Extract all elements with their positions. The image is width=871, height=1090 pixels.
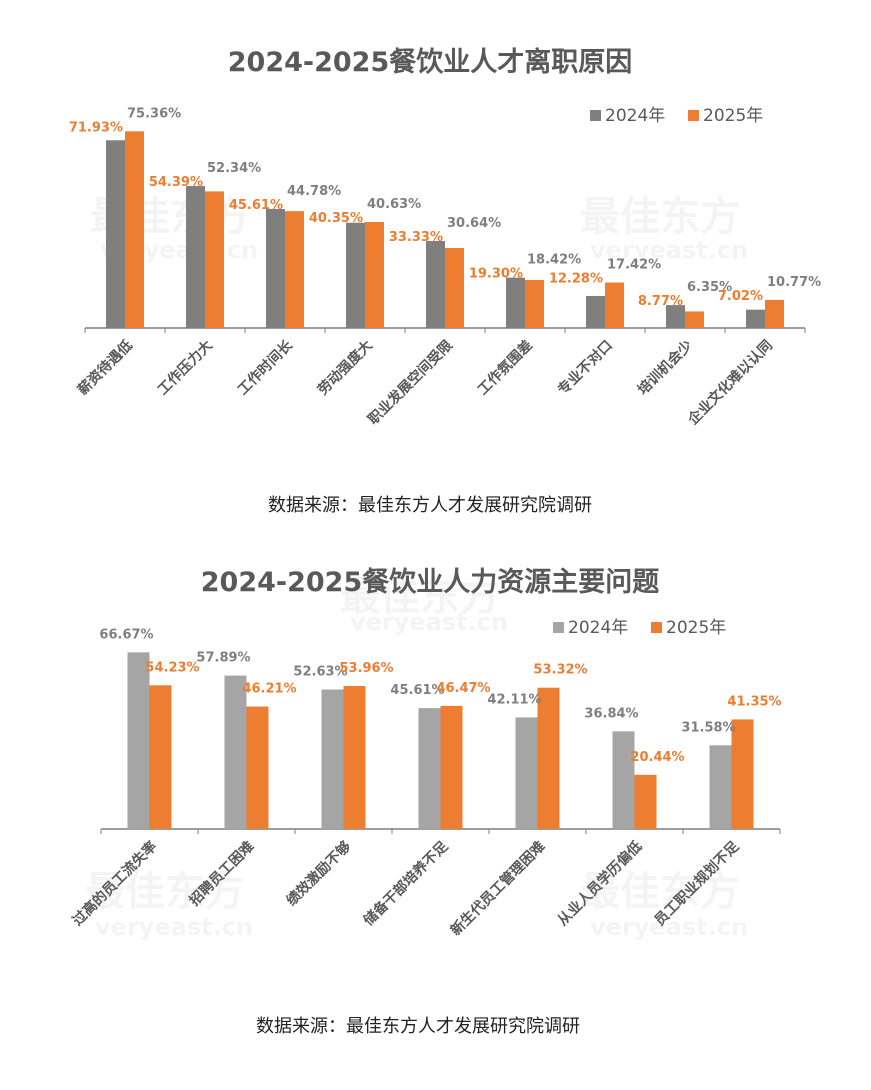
chart1-bar-2024 xyxy=(666,305,685,328)
chart1-bar-2025 xyxy=(685,311,704,328)
chart1-data-label-2025: 75.36% xyxy=(127,106,181,121)
chart2-data-label-2024: 66.67% xyxy=(99,627,153,642)
chart1-data-label-2024: 40.35% xyxy=(309,211,363,226)
watermarks: 最佳东方 veryeast.cn 最佳东方 veryeast.cn 最佳东方 v… xyxy=(85,194,748,941)
chart1-bar-2024 xyxy=(186,186,205,328)
chart1-bar-2025 xyxy=(205,191,224,328)
chart1-data-label-2024: 12.28% xyxy=(549,272,603,287)
chart2-legend-swatch-2025 xyxy=(651,622,662,633)
watermark-en: veryeast.cn xyxy=(590,913,748,941)
watermark-en: veryeast.cn xyxy=(350,608,508,636)
watermark-en: veryeast.cn xyxy=(590,236,748,264)
chart1-data-label-2024: 33.33% xyxy=(389,230,443,245)
chart1-category-label: 工作压力大 xyxy=(154,337,216,399)
watermark-cn: 最佳东方 xyxy=(85,869,245,915)
chart2-bar-2024 xyxy=(321,689,344,829)
chart1-data-label-2024: 8.77% xyxy=(638,294,683,309)
chart1-category-label: 职业发展空间受限 xyxy=(365,337,456,428)
chart1-category-label: 劳动强度大 xyxy=(314,337,376,399)
chart1-data-label-2025: 40.63% xyxy=(367,197,421,212)
watermark-cn: 最佳东方 xyxy=(340,574,500,620)
chart2-bar-2025 xyxy=(246,706,269,829)
chart1-bar-2024 xyxy=(266,208,285,328)
chart1-data-label-2024: 45.61% xyxy=(229,198,283,213)
chart2-data-label-2025: 53.32% xyxy=(533,663,587,678)
chart2-legend-2025: 2025年 xyxy=(666,618,726,638)
chart2-category-label: 储备干部培养不足 xyxy=(359,837,452,930)
chart2-legend-2024: 2024年 xyxy=(568,618,628,638)
chart1-bar-2024 xyxy=(506,277,525,328)
chart1-bar-2025 xyxy=(125,131,144,328)
chart2-data-label-2025: 53.96% xyxy=(339,661,393,676)
chart1-bar-2025 xyxy=(445,248,464,328)
chart2-data-label-2024: 31.58% xyxy=(681,720,735,735)
chart2-bar-2024 xyxy=(515,717,538,829)
chart2-bar-2025 xyxy=(537,687,560,829)
chart1-source: 数据来源：最佳东方人才发展研究院调研 xyxy=(268,495,592,516)
chart1-data-label-2024: 54.39% xyxy=(149,175,203,190)
watermark-en: veryeast.cn xyxy=(95,913,253,941)
chart1-category-label: 工作时间长 xyxy=(234,336,296,398)
chart1-bar-2024 xyxy=(346,222,365,328)
chart1-data-label-2025: 6.35% xyxy=(687,280,732,295)
chart2-bar-2025 xyxy=(343,686,366,829)
chart2-bar-2025 xyxy=(149,685,172,829)
chart2-data-label-2025: 41.35% xyxy=(727,694,781,709)
chart1-data-label-2025: 44.78% xyxy=(287,184,341,199)
chart2-bar-2024 xyxy=(127,652,150,829)
chart1-data-label-2025: 18.42% xyxy=(527,253,581,268)
chart2-data-label-2025: 20.44% xyxy=(630,750,684,765)
watermark-cn: 最佳东方 xyxy=(580,869,740,915)
chart2-data-label-2024: 42.11% xyxy=(487,692,541,707)
chart2-bar-2025 xyxy=(731,719,754,829)
chart1-category-label: 薪资待遇低 xyxy=(74,337,136,399)
chart1-data-label-2025: 30.64% xyxy=(447,216,501,231)
chart1-data-label-2025: 17.42% xyxy=(607,258,661,273)
chart2-category-label: 新生代员工管理困难 xyxy=(447,838,548,939)
chart1-bar-2024 xyxy=(106,140,125,328)
chart2-data-label-2024: 57.89% xyxy=(196,651,250,666)
chart2-bar-2024 xyxy=(612,731,635,829)
chart1-category-label: 企业文化难以认同 xyxy=(684,337,776,429)
chart1-category-label: 培训机会少 xyxy=(634,337,696,399)
chart1-category-label: 工作氛围差 xyxy=(474,337,536,399)
chart1-legend-swatch-2025 xyxy=(688,110,699,121)
chart2-source: 数据来源：最佳东方人才发展研究院调研 xyxy=(256,1016,580,1037)
chart1-data-label-2024: 19.30% xyxy=(469,267,523,282)
chart1-legend-2024: 2024年 xyxy=(605,106,665,126)
chart1-bar-2025 xyxy=(365,221,384,328)
chart1-title: 2024-2025餐饮业人才离职原因 xyxy=(228,46,633,78)
chart1-bar-2024 xyxy=(426,241,445,328)
chart2-data-label-2025: 46.47% xyxy=(436,681,490,696)
chart1-bar-2025 xyxy=(765,299,784,328)
chart2-category-label: 绩效激励不够 xyxy=(283,838,354,909)
chart2-bar-2025 xyxy=(634,774,657,829)
chart2-legend-swatch-2024 xyxy=(553,622,564,633)
chart1-bar-2025 xyxy=(605,282,624,328)
watermark-cn: 最佳东方 xyxy=(580,194,740,240)
chart1-data-label-2025: 10.77% xyxy=(767,275,821,290)
chart2-title: 2024-2025餐饮业人力资源主要问题 xyxy=(201,567,660,598)
chart1-data-label-2024: 71.93% xyxy=(69,120,123,135)
chart1-bar-2024 xyxy=(746,309,765,328)
chart1-legend-swatch-2024 xyxy=(590,110,601,121)
chart2-bar-2024 xyxy=(418,708,441,829)
chart1-bar-2025 xyxy=(525,279,544,328)
chart1-data-label-2025: 52.34% xyxy=(207,161,261,176)
chart2-bar-2024 xyxy=(709,745,732,829)
chart1-plot: 71.93% 75.36% 薪资待遇低 54.39% 52.34% 工作压力大 45.61%… xyxy=(69,106,821,429)
chart1-bar-2024 xyxy=(586,295,605,328)
chart1-legend-2025: 2025年 xyxy=(703,106,763,126)
chart2-bar-2025 xyxy=(440,705,463,829)
chart2-bar-2024 xyxy=(224,675,247,829)
chart2-data-label-2025: 54.23% xyxy=(145,660,199,675)
chart2-data-label-2025: 46.21% xyxy=(242,682,296,697)
chart1-category-label: 专业不对口 xyxy=(554,337,616,399)
chart2-data-label-2024: 45.61% xyxy=(390,683,444,698)
chart2-data-label-2024: 36.84% xyxy=(584,706,638,721)
chart1-bar-2025 xyxy=(285,211,304,328)
chart1-data-label-2024: 7.02% xyxy=(718,289,763,304)
chart2-data-label-2024: 52.63% xyxy=(293,665,347,680)
